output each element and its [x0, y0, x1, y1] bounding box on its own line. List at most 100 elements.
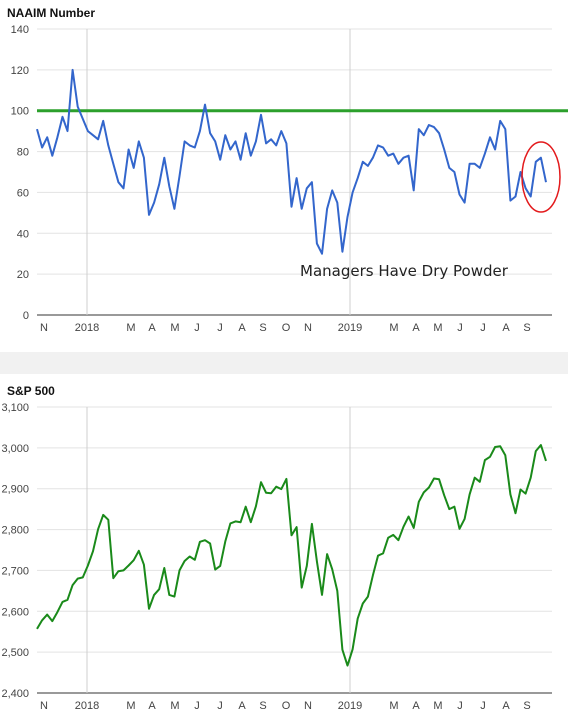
- sp500-chart-title: S&P 500: [7, 384, 55, 398]
- naaim-data-point: [40, 146, 43, 149]
- naaim-data-point: [81, 117, 84, 120]
- naaim-data-point: [147, 213, 150, 216]
- naaim-data-point: [463, 201, 466, 204]
- naaim-x-tick-label: O: [282, 322, 291, 334]
- sp500-data-point: [234, 520, 237, 523]
- naaim-data-point: [326, 207, 329, 210]
- naaim-x-tick-label: M: [170, 322, 179, 334]
- naaim-data-point: [529, 195, 532, 198]
- naaim-data-point: [448, 166, 451, 169]
- sp500-data-point: [407, 515, 410, 518]
- naaim-data-point: [285, 142, 288, 145]
- naaim-data-point: [351, 191, 354, 194]
- naaim-x-tick-label: A: [238, 322, 246, 334]
- naaim-data-point: [46, 136, 49, 139]
- naaim-data-point: [499, 119, 502, 122]
- naaim-data-point: [259, 113, 262, 116]
- sp500-data-point: [203, 539, 206, 542]
- naaim-data-point: [443, 148, 446, 151]
- sp500-data-point: [264, 491, 267, 494]
- naaim-data-point: [494, 148, 497, 151]
- naaim-data-point: [254, 140, 257, 143]
- naaim-data-point: [193, 146, 196, 149]
- chart-separator: [0, 352, 568, 374]
- sp500-data-point: [300, 586, 303, 589]
- naaim-data-point: [91, 134, 94, 137]
- sp500-data-point: [504, 454, 507, 457]
- sp500-data-point: [137, 549, 140, 552]
- naaim-data-point: [158, 183, 161, 186]
- sp500-data-point: [270, 492, 273, 495]
- sp500-data-point: [402, 525, 405, 528]
- naaim-data-point: [203, 103, 206, 106]
- sp500-data-point: [214, 568, 217, 571]
- sp500-data-point: [122, 569, 125, 572]
- sp500-data-point: [61, 600, 64, 603]
- naaim-y-tick-label: 140: [11, 24, 29, 36]
- sp500-data-point: [412, 526, 415, 529]
- naaim-y-tick-label: 40: [17, 228, 29, 240]
- sp500-x-tick-label: N: [304, 700, 312, 712]
- sp500-data-point: [361, 602, 364, 605]
- sp500-data-point: [534, 450, 537, 453]
- naaim-x-tick-label: 2019: [338, 322, 362, 334]
- sp500-data-point: [81, 576, 84, 579]
- naaim-data-point: [300, 207, 303, 210]
- sp500-x-tick-label: M: [170, 700, 179, 712]
- naaim-data-point: [407, 154, 410, 157]
- sp500-data-point: [71, 584, 74, 587]
- naaim-data-point: [168, 185, 171, 188]
- naaim-data-point: [280, 130, 283, 133]
- sp500-data-point: [224, 540, 227, 543]
- naaim-data-point: [183, 140, 186, 143]
- sp500-data-point: [417, 500, 420, 503]
- sp500-data-point: [76, 577, 79, 580]
- sp500-series-line: [36, 444, 547, 667]
- naaim-data-point: [249, 154, 252, 157]
- sp500-data-point: [280, 488, 283, 491]
- naaim-data-point: [478, 166, 481, 169]
- sp500-data-point: [147, 607, 150, 610]
- sp500-data-point: [346, 664, 349, 667]
- sp500-data-point: [112, 577, 115, 580]
- sp500-data-point: [193, 558, 196, 561]
- sp500-y-tick-label: 2,800: [1, 525, 29, 537]
- sp500-data-point: [219, 564, 222, 567]
- naaim-annotation: Managers Have Dry Powder: [300, 262, 509, 280]
- sp500-data-point: [463, 517, 466, 520]
- sp500-x-tick-label: 2019: [338, 700, 362, 712]
- sp500-data-point: [91, 550, 94, 553]
- naaim-data-point: [112, 162, 115, 165]
- naaim-data-point: [371, 156, 374, 159]
- naaim-y-tick-label: 60: [17, 187, 29, 199]
- sp500-x-tick-label: A: [502, 700, 510, 712]
- naaim-data-point: [331, 189, 334, 192]
- naaim-x-tick-label: A: [412, 322, 420, 334]
- sp500-chart: 2,400 2,500 2,600 2,700 2,800 2,900 3,000 3,100…: [1, 402, 552, 712]
- sp500-data-point: [102, 513, 105, 516]
- sp500-data-point: [514, 512, 517, 515]
- naaim-data-point: [376, 144, 379, 147]
- sp500-data-point: [107, 518, 110, 521]
- sp500-data-point: [86, 564, 89, 567]
- sp500-x-tick-label: A: [238, 700, 246, 712]
- sp500-data-point: [351, 648, 354, 651]
- naaim-data-point: [219, 158, 222, 161]
- naaim-x-tick-label: A: [502, 322, 510, 334]
- naaim-data-point: [397, 162, 400, 165]
- sp500-data-point: [544, 459, 547, 462]
- naaim-data-point: [163, 156, 166, 159]
- sp500-x-tick-label: M: [433, 700, 442, 712]
- naaim-data-point: [264, 142, 267, 145]
- sp500-data-point: [35, 627, 38, 630]
- naaim-x-tick-label: M: [433, 322, 442, 334]
- sp500-data-point: [295, 526, 298, 529]
- naaim-chart: 0 20 40 60 80 100 120 140 N 2018 M A M J J A S O N 2019 M A M J…: [11, 24, 568, 334]
- naaim-data-point: [71, 68, 74, 71]
- naaim-data-point: [488, 136, 491, 139]
- sp500-y-tick-label: 3,000: [1, 443, 29, 455]
- naaim-data-point: [382, 146, 385, 149]
- naaim-x-tick-label: N: [40, 322, 48, 334]
- naaim-data-point: [539, 156, 542, 159]
- sp500-y-tick-label: 2,500: [1, 647, 29, 659]
